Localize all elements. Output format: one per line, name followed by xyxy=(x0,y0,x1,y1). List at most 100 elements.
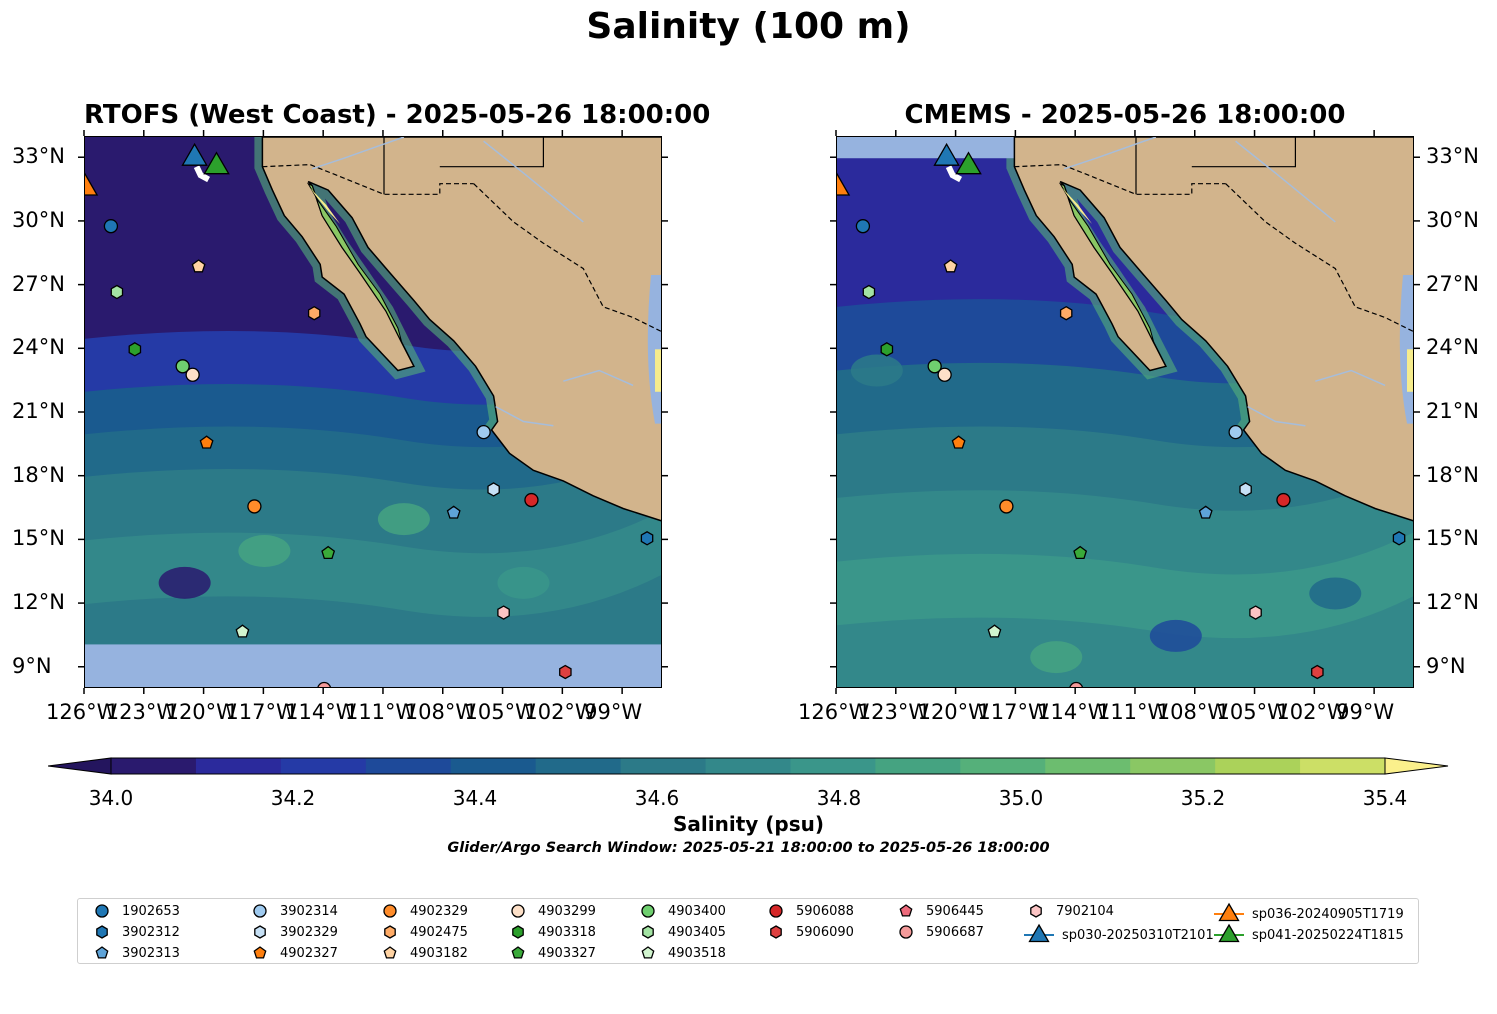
legend-item: sp041-20250224T1815 xyxy=(1214,923,1404,947)
legend-marker-icon xyxy=(96,925,108,939)
float-marker-5906090 xyxy=(559,664,572,680)
float-marker-4903400 xyxy=(927,359,942,374)
legend-item: 4903400 xyxy=(636,903,726,919)
cmems-panel-title: CMEMS - 2025-05-26 18:00:00 xyxy=(904,100,1346,130)
legend-shape xyxy=(641,904,655,918)
lon-tick-label: 99°W xyxy=(584,700,643,724)
legend-label: 3902313 xyxy=(122,945,180,961)
lat-tick-label: 30°N xyxy=(12,207,65,232)
legend-label: 4903400 xyxy=(668,903,726,919)
float-marker-3902329 xyxy=(1239,482,1252,497)
cmems-map-canvas xyxy=(837,137,1413,687)
legend-item: 4903182 xyxy=(378,945,468,961)
lat-tick-label: 12°N xyxy=(1426,590,1479,615)
rtofs-panel-title: RTOFS (West Coast) - 2025-05-26 18:00:00 xyxy=(84,100,711,130)
legend-marker-icon xyxy=(253,904,267,918)
legend-item: 5906687 xyxy=(894,924,984,940)
lon-tick-label: 99°W xyxy=(1336,700,1395,724)
legend-label: sp030-20250310T2101 xyxy=(1062,927,1214,943)
lon-tick-label: 108°W xyxy=(1156,700,1229,724)
float-marker-4902329 xyxy=(999,499,1014,514)
float-marker-4903318 xyxy=(128,342,142,357)
legend-item: 4903327 xyxy=(506,945,596,961)
float-marker-4903405 xyxy=(110,284,124,300)
float-marker-5906687 xyxy=(1069,681,1084,687)
float-marker-sp041-20250224T1815 xyxy=(955,151,982,175)
legend-label: 4903405 xyxy=(668,924,726,940)
float-marker-4903327 xyxy=(321,545,336,560)
lon-tick-label: 108°W xyxy=(404,700,477,724)
legend-shape xyxy=(769,904,783,918)
legend-marker-icon xyxy=(95,904,109,918)
colorbar xyxy=(48,757,1449,775)
legend-marker-icon xyxy=(254,925,266,939)
float-marker-sp030-20250310T2101 xyxy=(933,142,960,166)
float-marker-5906090 xyxy=(1311,664,1324,680)
legend-label: 3902329 xyxy=(280,924,338,940)
legend-marker-icon xyxy=(899,904,913,917)
lat-tick-label: 18°N xyxy=(1426,462,1479,487)
legend-marker-icon xyxy=(770,925,782,939)
legend-item: 7902104 xyxy=(1024,903,1114,919)
lon-tick-label: 117°W xyxy=(977,700,1049,724)
legend-marker-icon xyxy=(1030,904,1042,918)
legend-marker-icon xyxy=(1214,902,1244,922)
lat-tick-label: 12°N xyxy=(12,590,65,615)
float-marker-sp036-20240905T1719 xyxy=(837,172,851,196)
float-marker-4903518 xyxy=(235,624,250,638)
float-marker-4903182 xyxy=(943,259,958,273)
legend-marker-icon xyxy=(383,904,397,918)
float-marker-4903299 xyxy=(937,367,952,382)
legend-item: 4903299 xyxy=(506,903,596,919)
legend-label: 7902104 xyxy=(1056,903,1114,919)
float-marker-4902329 xyxy=(247,499,262,514)
float-marker-5906088 xyxy=(524,492,539,508)
colorbar-tick-label: 35.4 xyxy=(1362,786,1408,810)
legend-item: 5906088 xyxy=(764,903,854,919)
legend-label: 4902327 xyxy=(280,945,338,961)
float-marker-4902475 xyxy=(307,305,321,321)
lon-tick-label: 126°W xyxy=(798,700,870,724)
legend-label: 4903318 xyxy=(538,924,596,940)
rtofs-salinity-map xyxy=(84,136,662,688)
float-marker-5906088 xyxy=(1276,492,1291,508)
legend-item: 4902475 xyxy=(378,924,468,940)
legend-shape xyxy=(254,925,266,939)
lat-tick-label: 27°N xyxy=(12,271,65,296)
legend-label: 4902475 xyxy=(410,924,468,940)
legend-shape xyxy=(641,946,655,959)
legend-shape xyxy=(383,946,397,959)
lon-tick-label: 123°W xyxy=(105,700,178,724)
lat-tick-label: 24°N xyxy=(12,335,65,360)
lon-tick-label: 114°W xyxy=(1037,700,1109,724)
lat-tick-label: 9°N xyxy=(1426,653,1466,678)
lat-tick-label: 21°N xyxy=(12,399,65,423)
legend-shape xyxy=(384,925,396,939)
float-marker-sp036-20240905T1719 xyxy=(85,172,99,196)
float-marker-3902312 xyxy=(640,531,654,546)
lat-tick-label: 30°N xyxy=(1426,207,1479,232)
legend-item: 1902653 xyxy=(90,903,180,919)
lat-tick-label: 15°N xyxy=(1426,526,1479,551)
legend-marker-icon xyxy=(1214,923,1244,943)
legend-triangle xyxy=(1028,923,1050,943)
colorbar-tick-label: 35.0 xyxy=(998,786,1044,810)
legend-shape xyxy=(511,904,525,918)
colorbar-label: Salinity (psu) xyxy=(672,812,824,836)
legend-marker-icon xyxy=(1024,923,1054,943)
legend-label: 4902329 xyxy=(410,903,468,919)
legend-item: sp030-20250310T2101 xyxy=(1024,923,1214,947)
float-marker-4903518 xyxy=(987,624,1002,638)
float-marker-3902314 xyxy=(1228,424,1243,440)
colorbar-tick-label: 35.2 xyxy=(1180,786,1226,810)
legend-label: 4903182 xyxy=(410,945,468,961)
legend-marker-icon xyxy=(641,946,655,959)
float-marker-4903318 xyxy=(880,342,894,357)
legend-label: sp041-20250224T1815 xyxy=(1252,927,1404,943)
lat-tick-label: 21°N xyxy=(1426,399,1479,423)
float-marker-3902329 xyxy=(487,482,500,497)
legend-shape xyxy=(899,904,913,917)
colorbar-tick-label: 34.0 xyxy=(88,786,134,810)
lon-tick-label: 102°W xyxy=(524,700,596,724)
float-marker-4903405 xyxy=(862,284,876,300)
